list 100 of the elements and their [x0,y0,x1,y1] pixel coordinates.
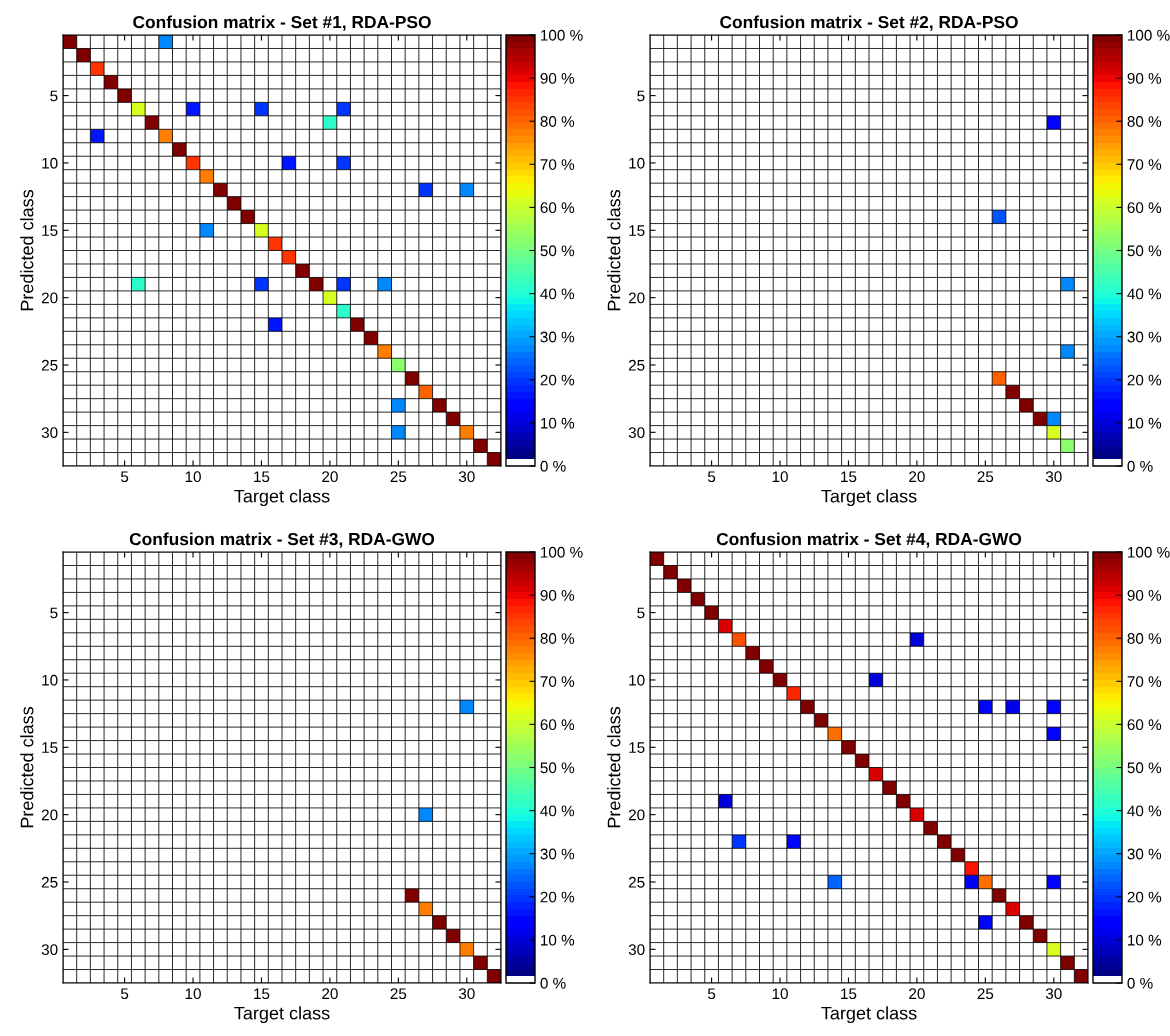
color-bar-label: 10 % [1128,417,1162,429]
color-bar-label: 70 % [1127,159,1162,170]
x-tick-label: 20 [909,988,925,1000]
y-tick-label: 20 [41,292,58,304]
color-bar-label: 0 % [1127,977,1153,989]
x-tick-label: 20 [322,988,338,1000]
color-bar-label: 10 % [541,417,575,429]
x-tick-label: 25 [977,471,994,483]
color-bar-label: 100 % [541,29,583,41]
color-bar-label: 20 % [1127,374,1162,386]
y-tick-label: 10 [42,674,58,686]
y-tick-label: 15 [629,225,645,236]
color-bar-label: 70 % [1127,676,1162,687]
color-bar-label: 40 % [1127,288,1162,300]
color-bar-label: 20 % [1127,891,1162,903]
y-tick-label: 5 [637,90,645,102]
color-bar-label: 50 % [540,245,575,257]
x-axis-title: Target class [234,489,330,507]
color-bar-label: 90 % [540,72,575,84]
x-tick-label: 5 [120,471,129,483]
x-tick-label: 25 [390,471,407,483]
color-bar-label: 70 % [540,159,575,170]
x-tick-label: 25 [977,988,994,1000]
x-axis-title: Target class [821,489,917,507]
x-tick-label: 15 [841,471,857,483]
color-bar-label: 0 % [540,977,566,989]
chart-title: Confusion matrix - Set #1, RDA-PSO [133,15,431,31]
y-axis-title: Predicted class [20,706,34,828]
x-tick-label: 20 [909,471,925,483]
x-tick-label: 5 [707,471,716,483]
y-tick-label: 30 [628,427,645,439]
color-bar-label: 20 % [540,891,575,903]
color-bar-label: 10 % [1128,934,1162,946]
color-bar-label: 10 % [541,934,575,946]
color-bar-label: 30 % [540,848,575,860]
y-tick-label: 10 [42,157,58,169]
color-bar-label: 50 % [1127,245,1162,257]
x-tick-label: 10 [772,988,788,1000]
y-axis-title: Predicted class [607,189,621,311]
color-bar-label: 80 % [1127,633,1162,644]
chart-title: Confusion matrix - Set #4, RDA-GWO [716,532,1022,548]
color-bar-label: 90 % [1127,72,1162,84]
color-bar-label: 40 % [540,805,575,817]
x-tick-label: 25 [390,988,407,1000]
x-tick-label: 15 [841,988,857,1000]
x-tick-label: 30 [458,471,475,483]
y-tick-label: 30 [628,944,645,956]
color-bar-label: 30 % [1127,331,1162,343]
color-bar-label: 90 % [540,589,575,601]
chart-title: Confusion matrix - Set #3, RDA-GWO [129,532,435,548]
color-bar-label: 80 % [1127,116,1162,127]
y-tick-label: 30 [41,427,58,439]
x-tick-label: 15 [254,988,270,1000]
color-bar-label: 60 % [540,202,575,214]
y-tick-label: 10 [629,674,645,686]
color-bar-label: 60 % [1127,202,1162,214]
y-tick-label: 25 [41,876,58,888]
y-tick-label: 15 [629,742,645,753]
y-tick-label: 15 [42,742,58,753]
x-tick-label: 10 [185,988,201,1000]
chart-title: Confusion matrix - Set #2, RDA-PSO [720,15,1018,31]
color-bar-label: 30 % [1127,848,1162,860]
x-tick-label: 30 [1045,988,1062,1000]
x-tick-label: 15 [254,471,270,483]
color-bar-label: 90 % [1127,589,1162,601]
x-tick-label: 30 [1045,471,1062,483]
color-bar-label: 40 % [540,288,575,300]
y-tick-label: 15 [42,225,58,236]
y-tick-label: 25 [628,359,645,371]
y-tick-label: 5 [50,607,58,619]
x-axis-title: Target class [234,1006,330,1024]
color-bar-label: 80 % [540,633,575,644]
x-tick-label: 20 [322,471,338,483]
color-bar-label: 0 % [1127,460,1153,472]
color-bar-label: 0 % [540,460,566,472]
y-axis-title: Predicted class [607,706,621,828]
y-tick-label: 5 [50,90,58,102]
color-bar-label: 30 % [540,331,575,343]
color-bar-label: 60 % [1127,719,1162,731]
x-tick-label: 5 [120,988,129,1000]
color-bar-label: 50 % [1127,762,1162,774]
color-bar-label: 70 % [540,676,575,687]
color-bar-label: 50 % [540,762,575,774]
x-tick-label: 10 [185,471,201,483]
x-axis-title: Target class [821,1006,917,1024]
x-tick-label: 30 [458,988,475,1000]
x-tick-label: 5 [707,988,716,1000]
color-bar-label: 100 % [541,546,583,558]
y-tick-label: 20 [41,809,58,821]
color-bar-label: 100 % [1128,546,1170,558]
color-bar-label: 80 % [540,116,575,127]
y-tick-label: 30 [41,944,58,956]
color-bar-label: 40 % [1127,805,1162,817]
x-tick-label: 10 [772,471,788,483]
color-bar-label: 20 % [540,374,575,386]
y-tick-label: 25 [628,876,645,888]
y-tick-label: 20 [628,809,645,821]
color-bar-label: 100 % [1128,29,1170,41]
y-tick-label: 10 [629,157,645,169]
y-tick-label: 20 [628,292,645,304]
